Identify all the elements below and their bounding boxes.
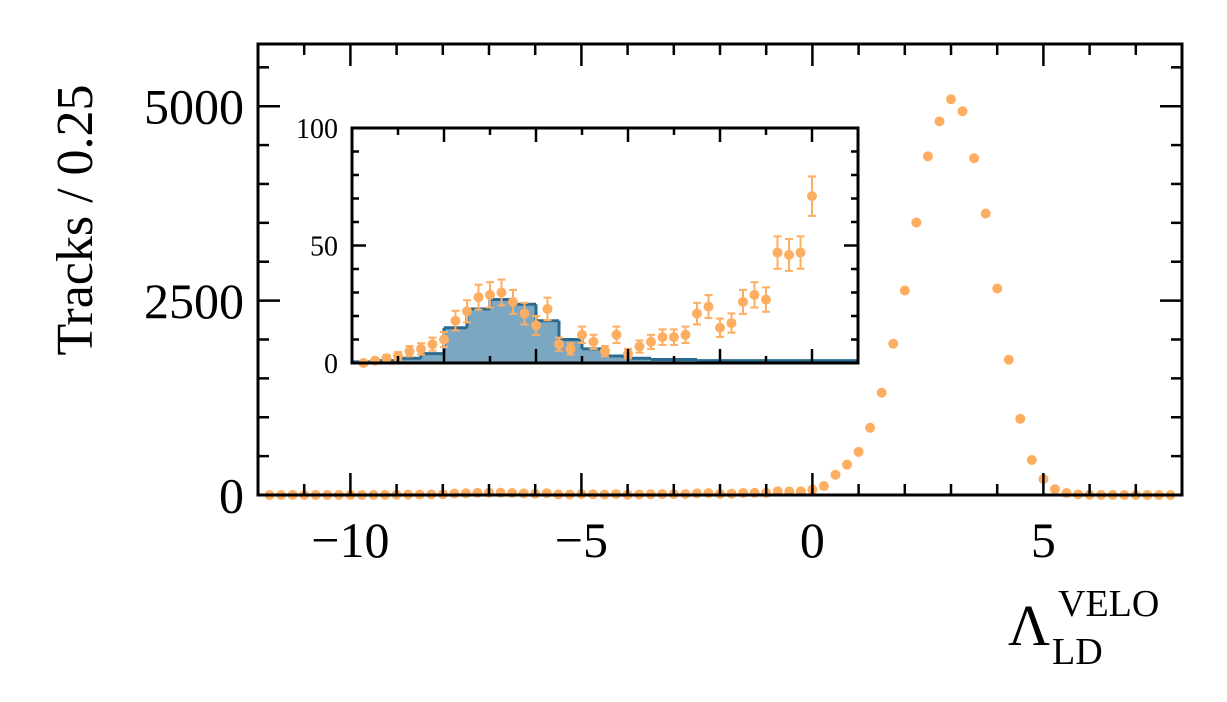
data-point xyxy=(865,422,876,433)
data-point xyxy=(450,315,461,326)
data-point xyxy=(518,488,529,499)
y-tick-label: 0 xyxy=(219,468,244,524)
data-point xyxy=(911,217,922,228)
x-tick-label: −5 xyxy=(555,512,608,568)
data-point xyxy=(565,343,576,354)
histogram-bar xyxy=(490,299,513,363)
x-axis-label-sub: LD xyxy=(1052,631,1103,673)
data-point xyxy=(1026,455,1037,466)
data-point xyxy=(691,488,702,499)
data-point xyxy=(588,336,599,347)
data-point xyxy=(772,247,783,258)
plot-area xyxy=(352,128,858,363)
data-point xyxy=(473,292,484,303)
data-point xyxy=(542,303,553,314)
histogram-bar xyxy=(628,358,651,363)
y-axis-label: Tracks / 0.25 xyxy=(47,84,104,355)
data-point xyxy=(946,94,956,105)
data-point xyxy=(634,341,645,352)
data-point xyxy=(611,329,622,340)
data-point xyxy=(439,334,449,345)
data-point xyxy=(485,289,495,300)
data-point xyxy=(541,488,552,499)
data-point xyxy=(1061,488,1072,499)
histogram-bar xyxy=(605,355,628,363)
data-point xyxy=(726,318,737,329)
histogram-bar xyxy=(651,359,674,363)
data-point xyxy=(1015,413,1026,424)
data-point xyxy=(657,332,668,343)
data-point xyxy=(462,306,472,317)
data-point xyxy=(761,294,771,305)
data-point xyxy=(692,308,702,319)
data-point xyxy=(531,320,541,331)
data-point xyxy=(1003,354,1014,365)
data-point xyxy=(957,106,968,117)
histogram-bar xyxy=(467,308,490,363)
data-point xyxy=(508,296,518,307)
data-point xyxy=(1049,484,1060,495)
histogram-bar xyxy=(421,353,444,363)
data-point xyxy=(795,247,806,258)
data-point xyxy=(992,283,1003,294)
data-point xyxy=(393,350,403,361)
axes-frame xyxy=(256,42,1184,497)
data-point xyxy=(600,346,610,357)
y-tick-label: 0 xyxy=(324,349,338,380)
data-point xyxy=(680,329,691,340)
histogram-bar xyxy=(536,320,559,363)
data-point xyxy=(922,151,933,162)
data-point xyxy=(460,488,471,499)
data-point xyxy=(703,488,714,499)
data-point xyxy=(427,339,438,350)
axes-frame xyxy=(350,126,860,365)
histogram-bar xyxy=(513,304,536,363)
data-point xyxy=(738,296,748,307)
data-point xyxy=(519,308,530,319)
data-point xyxy=(934,116,945,127)
data-point xyxy=(669,332,679,343)
y-tick-label: 5000 xyxy=(144,79,244,135)
x-axis-label: Λ xyxy=(1008,593,1050,658)
data-point xyxy=(830,469,841,480)
x-tick-label: 0 xyxy=(800,512,825,568)
data-point xyxy=(853,446,864,457)
data-point xyxy=(646,336,656,347)
data-point xyxy=(749,289,760,300)
data-point xyxy=(888,338,899,349)
data-point xyxy=(899,285,910,296)
data-point xyxy=(807,191,817,202)
data-point xyxy=(876,387,887,398)
data-point xyxy=(969,153,980,164)
data-point xyxy=(381,353,392,364)
histogram-bar xyxy=(582,348,605,363)
data-point xyxy=(404,346,415,357)
data-point xyxy=(577,329,587,340)
data-point xyxy=(842,459,853,470)
data-point xyxy=(715,322,725,333)
data-point xyxy=(496,287,507,298)
x-tick-label: −10 xyxy=(311,512,389,568)
data-point xyxy=(554,339,564,350)
y-tick-label: 100 xyxy=(296,114,338,145)
data-point xyxy=(980,208,991,219)
data-point xyxy=(818,481,829,492)
x-tick-label: 5 xyxy=(1031,512,1056,568)
data-point xyxy=(784,249,794,260)
histogram-bar xyxy=(674,359,697,363)
y-tick-label: 50 xyxy=(310,231,338,262)
x-axis-label-sup: VELO xyxy=(1058,583,1159,625)
data-point xyxy=(416,343,426,354)
y-tick-label: 2500 xyxy=(144,273,244,329)
data-point xyxy=(703,301,714,312)
histogram-bar xyxy=(398,358,421,363)
histogram-bar xyxy=(444,327,467,363)
